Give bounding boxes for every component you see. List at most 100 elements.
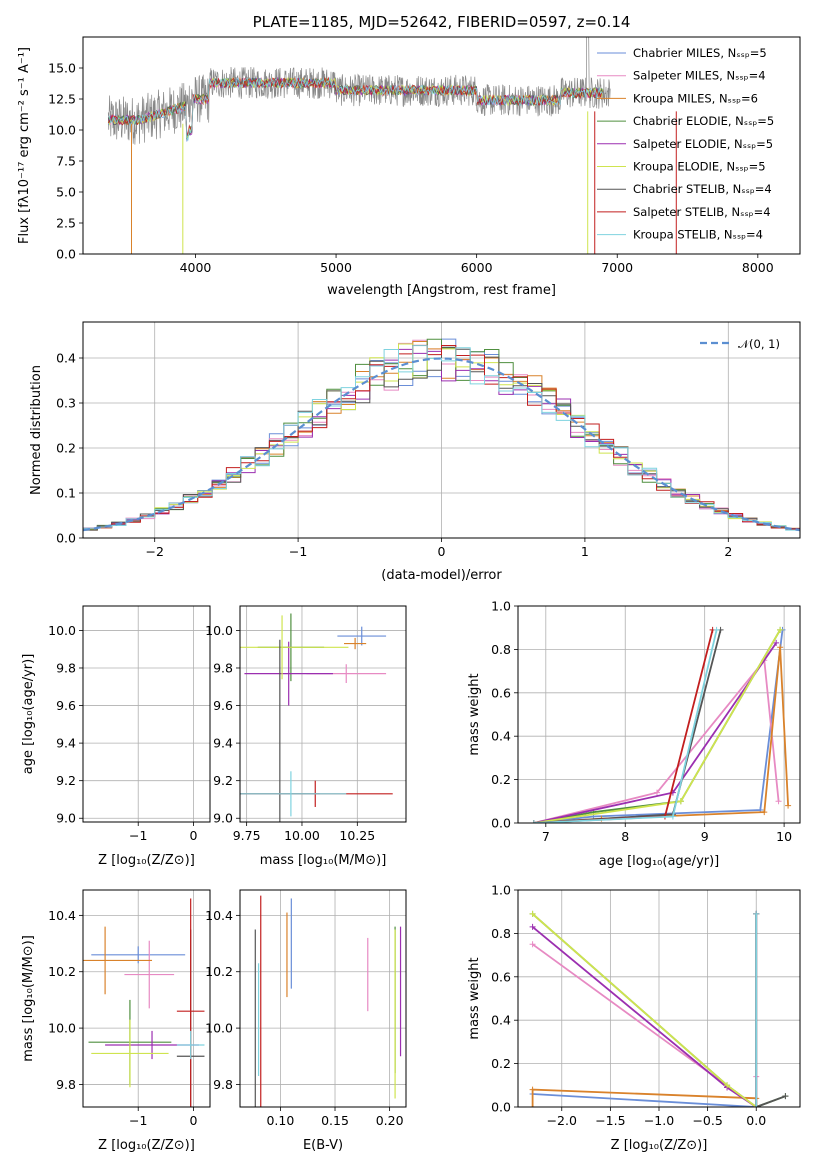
axes-frame [82,321,801,539]
weight-line [533,658,780,823]
x-tick-label: −1.0 [644,1113,674,1128]
weight-marker [529,941,536,948]
x-tick-label: 4000 [180,260,212,275]
x-tick-label: 6000 [461,260,493,275]
legend-entry: Chabrier ELODIE, Nₛₛₚ=5 [633,114,774,128]
y-tick-label: 5.0 [56,185,76,200]
errorbar-series [240,613,393,822]
y-tick-label: 7.5 [56,154,76,169]
y-tick-label: 9.6 [56,698,76,713]
y-tick-label: 0.2 [56,441,76,456]
x-tick-label: 10 [776,829,792,844]
weight-line [755,913,786,1107]
weight-marker [761,809,768,816]
x-axis-label: Z [log₁₀(Z/Z⊙)] [611,1138,708,1153]
histogram-series [83,338,800,533]
y-tick-label: 9.2 [213,773,233,788]
y-axis-label: Normed distribution [29,365,44,495]
y-axis-label: mass [log₁₀(M/M⊙)] [21,935,36,1062]
weight-line [532,913,757,1107]
y-tick-label: 0.0 [56,247,76,262]
x-tick-label: 0.10 [266,1113,294,1128]
y-tick-label: 9.0 [213,811,233,826]
legend-entry: Salpeter ELODIE, Nₛₛₚ=5 [633,137,773,151]
y-tick-label: 1.0 [491,883,511,898]
frame-layer [79,36,801,1111]
x-tick-label: 7000 [601,260,633,275]
weight-marker [713,626,720,633]
x-tick-label: −1 [289,544,307,559]
legend-entry: Salpeter STELIB, Nₛₛₚ=4 [633,205,771,219]
axes-frame [239,889,407,1108]
x-axis-label: mass [log₁₀(M/M⊙)] [260,853,387,868]
y-tick-label: 9.8 [56,660,76,675]
weight-series [530,626,792,823]
normal-curve [83,357,800,532]
x-tick-label: 0.15 [321,1113,349,1128]
x-axis-label: Z [log₁₀(Z/Z⊙)] [98,1138,195,1153]
weight-marker [775,798,782,805]
y-tick-label: 0.1 [56,486,76,501]
weight-marker [785,802,792,809]
y-tick-label: 9.4 [213,736,233,751]
y-tick-label: 0.4 [56,351,76,366]
y-tick-label: 10.4 [205,908,233,923]
y-tick-label: 9.8 [213,660,233,675]
x-tick-label: 9.75 [233,828,261,843]
axes-frame [82,605,211,823]
legend-entry: Salpeter MILES, Nₛₛₚ=4 [633,69,766,83]
y-tick-label: 0.6 [491,685,511,700]
x-tick-label: 8 [621,829,629,844]
legend-entry: Chabrier STELIB, Nₛₛₚ=4 [633,182,772,196]
y-tick-label: 9.8 [56,1077,76,1092]
weight-marker [773,639,780,646]
x-tick-label: −1 [129,1113,147,1128]
data-layer [83,37,800,1107]
axes-frame [517,605,801,824]
legend-entry: Kroupa ELODIE, Nₛₛₚ=5 [633,160,766,174]
weight-marker [529,1086,536,1093]
y-tick-label: 0.0 [56,531,76,546]
histogram-8 [83,345,800,532]
axes-frame [82,889,211,1108]
y-tick-label: 0.2 [491,772,511,787]
x-tick-label: 0.20 [376,1113,404,1128]
axes-frame [517,889,801,1108]
weight-line [533,629,784,823]
weight-marker [529,910,536,917]
legend-entry: Kroupa STELIB, Nₛₛₚ=4 [633,228,763,242]
x-tick-label: 1 [581,544,589,559]
weight-marker [677,798,684,805]
weight-marker [753,910,760,917]
x-tick-label: 5000 [320,260,352,275]
model-spectrum-8 [107,76,604,141]
y-axis-label: age [log₁₀(age/yr)] [21,654,36,775]
weight-series [529,910,789,1107]
model-spectrum-7 [107,76,604,136]
weight-marker [669,813,676,820]
x-tick-label: −1.5 [595,1113,625,1128]
y-axis-label: mass weight [467,673,482,755]
x-axis-label: E(B-V) [303,1138,343,1153]
x-tick-label: 0 [438,544,446,559]
y-tick-label: 0.6 [491,969,511,984]
x-axis-label: wavelength [Angstrom, rest frame] [327,283,556,298]
x-tick-label: 2 [724,544,732,559]
x-tick-label: −1 [129,828,147,843]
weight-marker [529,923,536,930]
spectrum-series [107,37,677,254]
y-tick-label: 1.0 [491,599,511,614]
y-tick-label: 0.4 [491,1013,511,1028]
y-tick-label: 0.8 [491,642,511,657]
errorbar-series [89,614,213,945]
x-tick-label: −2 [145,544,163,559]
x-tick-label: 0 [189,828,197,843]
y-tick-label: 0.2 [491,1056,511,1071]
y-tick-label: 15.0 [48,61,76,76]
axes-frame [82,36,801,255]
x-tick-label: 8000 [742,260,774,275]
weight-marker [529,1104,536,1107]
y-tick-label: 10.0 [48,623,76,638]
y-tick-label: 9.2 [56,773,76,788]
